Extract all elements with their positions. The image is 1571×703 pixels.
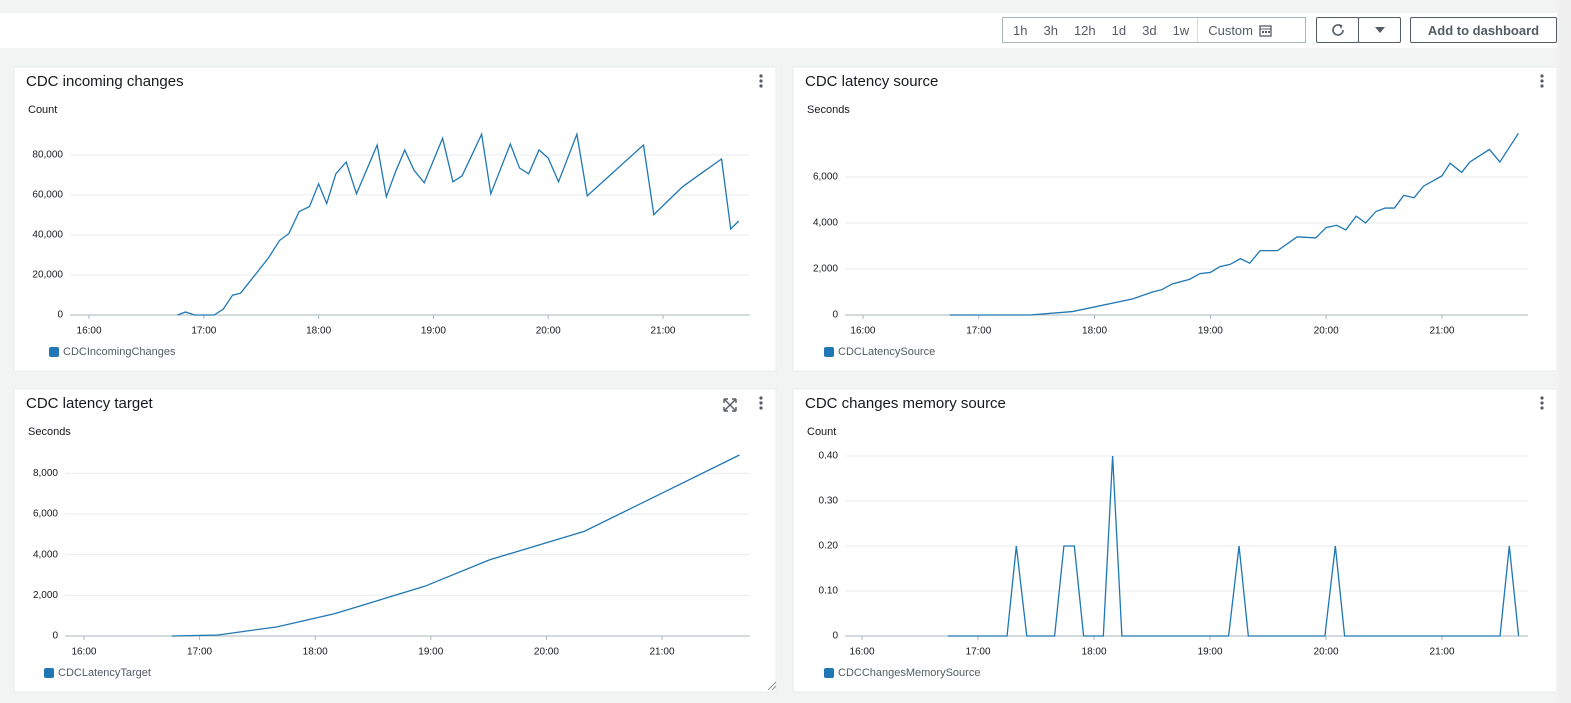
panel [792, 388, 1557, 693]
x-tick-label: 19:00 [418, 647, 443, 658]
panel-title: CDC latency target [26, 395, 154, 412]
series-line [171, 454, 740, 637]
x-tick-label: 21:00 [1430, 647, 1455, 658]
y-tick-label: 6,000 [33, 509, 58, 520]
y-tick-label: 60,000 [32, 190, 63, 201]
menu-dot [759, 74, 763, 78]
menu-dot [759, 79, 763, 83]
panel [13, 388, 777, 693]
x-tick-label: 19:00 [1198, 647, 1223, 658]
resize-handle [767, 681, 777, 691]
range-button[interactable]: 12h [1073, 22, 1096, 38]
y-tick-label: 0.20 [819, 541, 839, 552]
calendar-icon [1259, 24, 1272, 37]
menu-dot [1540, 84, 1544, 88]
x-tick-label: 18:00 [1082, 326, 1107, 337]
y-tick-label: 8,000 [33, 468, 58, 479]
menu-dot [759, 396, 763, 400]
y-tick-label: 0.30 [819, 496, 839, 507]
x-tick-label: 16:00 [850, 326, 875, 337]
y-tick-label: 4,000 [813, 218, 838, 229]
menu-dot [759, 401, 763, 405]
x-tick-label: 21:00 [650, 647, 675, 658]
legend-label: CDCChangesMemorySource [838, 667, 980, 679]
y-tick-label: 0 [57, 310, 63, 321]
menu-dot [1540, 396, 1544, 400]
x-tick-label: 17:00 [966, 326, 991, 337]
refresh-icon [1331, 24, 1344, 36]
y-tick-label: 2,000 [33, 590, 58, 601]
y-tick-label: 0 [832, 310, 838, 321]
time-range-group: 1h 3h 12h 1d 3d 1w Custom [1002, 17, 1306, 43]
custom-button[interactable]: Custom [1197, 18, 1280, 42]
x-tick-label: 19:00 [421, 326, 446, 337]
x-tick-label: 20:00 [536, 326, 561, 337]
x-tick-label: 18:00 [306, 326, 331, 337]
panel-title: CDC incoming changes [26, 73, 184, 90]
x-tick-label: 20:00 [534, 647, 559, 658]
menu-dot [759, 84, 763, 88]
x-tick-label: 17:00 [966, 647, 991, 658]
menu-dot [759, 406, 763, 410]
series-line [949, 132, 1519, 316]
menu-dot [1540, 401, 1544, 405]
series-line [947, 455, 1520, 637]
x-tick-label: 20:00 [1314, 647, 1339, 658]
y-axis-label: Seconds [28, 426, 71, 438]
legend-swatch [824, 668, 834, 678]
x-tick-label: 18:00 [1082, 647, 1107, 658]
legend-label: CDCLatencySource [838, 346, 935, 358]
range-button[interactable]: 1h [1013, 22, 1028, 38]
y-axis-label: Count [807, 426, 836, 438]
panel [792, 66, 1557, 372]
panel [13, 66, 777, 372]
x-tick-label: 18:00 [303, 647, 328, 658]
range-button[interactable]: 3h [1043, 22, 1058, 38]
x-tick-label: 21:00 [1429, 326, 1454, 337]
menu-dot [1540, 79, 1544, 83]
expand-icon [723, 398, 737, 412]
caret-icon [1374, 27, 1385, 33]
custom-label: Custom [1208, 22, 1253, 38]
range-button[interactable]: 1w [1172, 22, 1190, 38]
y-tick-label: 0.40 [819, 451, 839, 462]
x-tick-label: 16:00 [850, 647, 875, 658]
y-tick-label: 0 [832, 631, 838, 642]
legend-swatch [824, 347, 834, 357]
legend-swatch [44, 668, 54, 678]
x-tick-label: 16:00 [77, 326, 102, 337]
legend-swatch [49, 347, 59, 357]
y-tick-label: 2,000 [813, 264, 838, 275]
x-tick-label: 20:00 [1314, 326, 1339, 337]
x-tick-label: 19:00 [1198, 326, 1223, 337]
scrollbar [1558, 0, 1571, 703]
menu-dot [1540, 74, 1544, 78]
x-tick-label: 17:00 [187, 647, 212, 658]
y-tick-label: 0.10 [819, 586, 839, 597]
y-axis-label: Count [28, 104, 57, 116]
x-tick-label: 17:00 [191, 326, 216, 337]
range-button[interactable]: 3d [1142, 22, 1157, 38]
y-tick-label: 0 [52, 631, 58, 642]
panel-title: CDC changes memory source [805, 395, 1006, 412]
add-to-dashboard-button[interactable]: Add to dashboard [1410, 17, 1557, 43]
series-line [177, 131, 740, 316]
legend-label: CDCLatencyTarget [58, 667, 151, 679]
refresh-options-button[interactable] [1358, 17, 1401, 43]
y-axis-label: Seconds [807, 104, 850, 116]
y-tick-label: 4,000 [33, 549, 58, 560]
menu-dot [1540, 406, 1544, 410]
y-tick-label: 40,000 [32, 230, 63, 241]
range-button[interactable]: 1d [1111, 22, 1127, 38]
panel-title: CDC latency source [805, 73, 938, 90]
y-tick-label: 20,000 [32, 270, 63, 281]
x-tick-label: 21:00 [650, 326, 675, 337]
y-tick-label: 80,000 [32, 150, 63, 161]
legend-label: CDCIncomingChanges [63, 346, 176, 358]
y-tick-label: 6,000 [813, 172, 838, 183]
x-tick-label: 16:00 [71, 647, 96, 658]
